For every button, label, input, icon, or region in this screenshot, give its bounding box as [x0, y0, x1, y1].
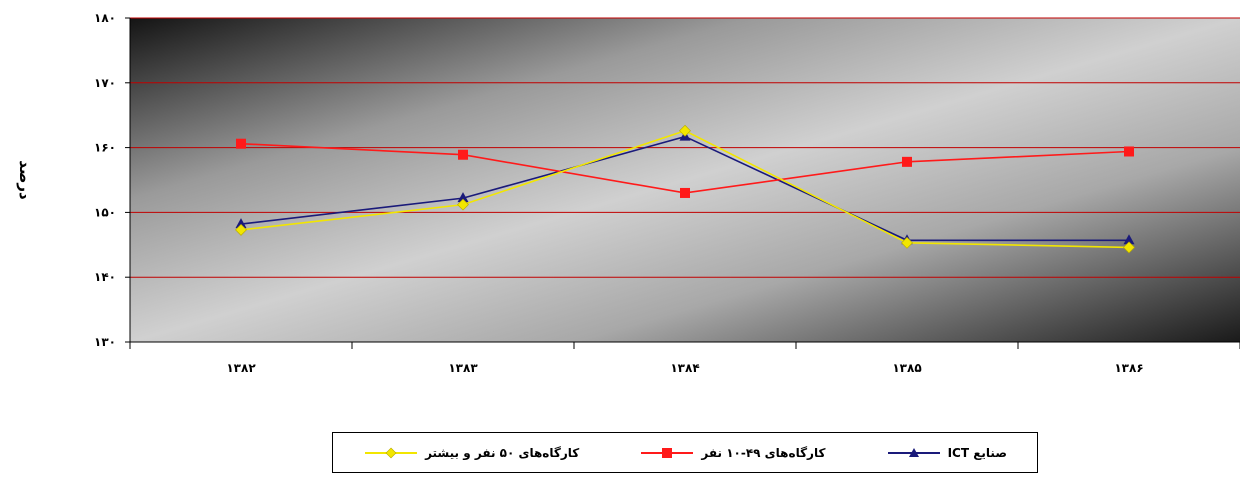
legend-key-square	[641, 447, 694, 458]
data-point-diamond	[1123, 241, 1135, 254]
plot-area	[130, 18, 1240, 342]
legend-label: کارگاه‌های ۵۰ نفر و بیشتر	[425, 445, 580, 460]
line-chart: ۱۳۰ ۱۴۰ ۱۵۰ ۱۶۰ ۱۷۰ ۱۸۰ ۱۳۸۲ ۱۳۸۳ ۱۳۸۴ ۱۳۸۵ ۱۳۸۶ د…	[16, 11, 1240, 375]
legend-key-diamond	[365, 447, 418, 458]
x-tick-label: ۱۳۸۴	[670, 361, 699, 375]
data-point-square	[680, 187, 690, 198]
legend-item-small-workshops: کارگاه‌های ۴۹-۱۰ نفر	[639, 446, 825, 460]
data-point-square	[236, 138, 246, 149]
x-tick-label: ۱۳۸۵	[892, 361, 921, 375]
legend-label: کارگاه‌های ۴۹-۱۰ نفر	[701, 445, 826, 460]
y-tick-label: ۱۳۰	[94, 335, 116, 349]
legend-label: صنایع ICT	[947, 445, 1007, 460]
legend-item-large-workshops: کارگاه‌های ۵۰ نفر و بیشتر	[363, 446, 579, 460]
data-point-diamond	[901, 236, 913, 249]
legend: صنایع ICT کارگاه‌های ۴۹-۱۰ نفر کارگاه‌ها…	[332, 432, 1038, 473]
y-tick-label: ۱۸۰	[94, 11, 116, 25]
y-tick-label: ۱۷۰	[94, 76, 116, 90]
y-tick-label: ۱۵۰	[94, 205, 116, 219]
data-point-diamond	[235, 223, 247, 236]
data-point-diamond	[679, 124, 691, 137]
data-point-square	[1124, 146, 1134, 157]
x-tick-label: ۱۳۸۳	[448, 361, 478, 375]
y-tick-label: ۱۴۰	[94, 270, 116, 284]
data-point-triangle	[235, 218, 247, 229]
legend-key-triangle	[887, 447, 940, 457]
data-point-triangle	[1123, 234, 1135, 245]
data-point-diamond	[457, 198, 469, 211]
y-tick-label: ۱۶۰	[94, 141, 116, 155]
x-tick-label: ۱۳۸۶	[1114, 361, 1143, 375]
x-tick-label: ۱۳۸۲	[226, 361, 256, 375]
y-axis-label: درصد	[16, 160, 34, 200]
data-point-square	[902, 156, 912, 167]
axes	[125, 17, 1240, 349]
tick-labels: ۱۳۰ ۱۴۰ ۱۵۰ ۱۶۰ ۱۷۰ ۱۸۰ ۱۳۸۲ ۱۳۸۳ ۱۳۸۴ ۱۳۸۵ ۱۳۸۶	[94, 11, 1144, 375]
legend-item-ict: صنایع ICT	[886, 446, 1007, 460]
series	[235, 124, 1135, 254]
data-point-triangle	[457, 192, 469, 203]
data-point-square	[458, 149, 468, 160]
